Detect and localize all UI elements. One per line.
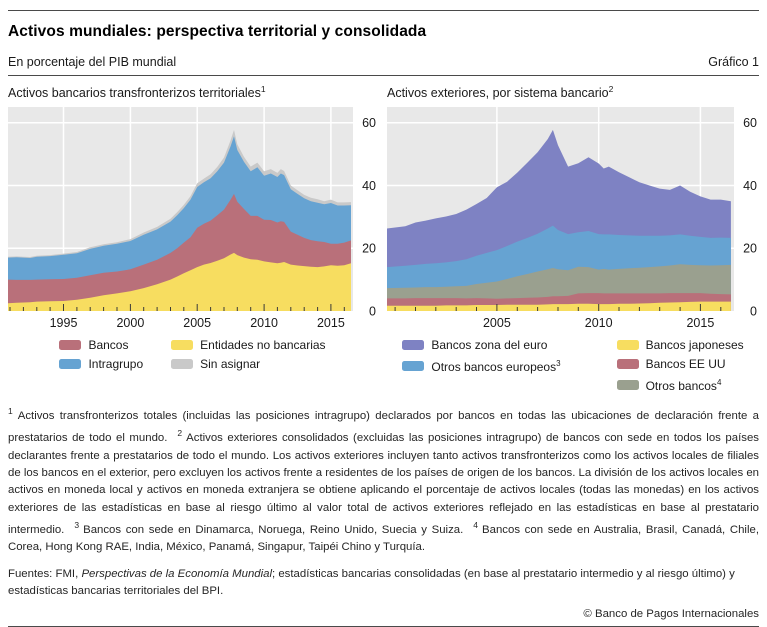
legend-item: Sin asignar xyxy=(171,357,325,371)
legend-item: Entidades no bancarias xyxy=(171,338,326,353)
area-series xyxy=(8,253,351,312)
page-title: Activos mundiales: perspectiva territori… xyxy=(8,23,427,40)
x-tick-label: 1995 xyxy=(50,316,78,330)
y-tick-label: 0 xyxy=(750,305,757,319)
legend-item: Bancos zona del euro xyxy=(402,338,560,352)
header-rule xyxy=(8,75,759,76)
y-tick-label: 20 xyxy=(362,242,376,256)
y-tick-label: 20 xyxy=(743,242,757,256)
report-page: Activos mundiales: perspectiva territori… xyxy=(0,10,767,627)
x-tick-label: 2005 xyxy=(483,316,511,330)
area-series xyxy=(387,301,731,312)
legend-item: Bancos japoneses xyxy=(616,338,744,353)
y-tick-label: 60 xyxy=(362,116,376,130)
legend-swatch xyxy=(171,359,194,370)
page-subtitle: En porcentaje del PIB mundial xyxy=(8,55,177,69)
territorial-legend: Bancos Intragrupo Entidades no bancarias Si… xyxy=(8,338,377,371)
legend-label: Bancos EE UU xyxy=(645,357,726,372)
graph-number: Gráfico 1 xyxy=(708,55,759,69)
y-tick-label: 60 xyxy=(743,116,757,130)
legend-item: Intragrupo xyxy=(59,357,143,371)
legend-swatch xyxy=(616,359,639,370)
legend-label: Entidades no bancarias xyxy=(200,338,326,353)
legend-swatch xyxy=(171,340,194,351)
legend-label: Bancos japoneses xyxy=(645,338,744,353)
legend-label: Otros bancos4 xyxy=(645,378,722,394)
y-tick-label: 40 xyxy=(362,179,376,193)
legend-column: Bancos japoneses Bancos EE UU Otros bancos… xyxy=(616,338,744,394)
x-tick-label: 2010 xyxy=(585,316,613,330)
legend-column: Bancos zona del euro Otros bancos europeo… xyxy=(402,338,561,393)
x-tick-label: 2000 xyxy=(116,316,144,330)
top-rule xyxy=(8,10,759,11)
panel-territorial: Activos bancarios transfronterizos terri… xyxy=(8,84,377,393)
chart-panels: Activos bancarios transfronterizos terri… xyxy=(8,84,759,393)
legend-label: Sin asignar xyxy=(200,357,261,372)
bottom-rule xyxy=(8,625,759,627)
legend-label: Intragrupo xyxy=(88,357,144,372)
x-tick-label: 2015 xyxy=(686,316,714,330)
panel-consolidado: Activos exteriores, por sistema bancario… xyxy=(387,84,759,393)
panel-title-territorial: Activos bancarios transfronterizos terri… xyxy=(8,84,266,101)
legend-swatch xyxy=(616,340,639,351)
legend-item: Bancos EE UU xyxy=(616,357,744,372)
x-tick-label: 2015 xyxy=(317,316,345,330)
sources-line: Fuentes: FMI, Perspectivas de la Economí… xyxy=(8,567,735,598)
panel-title-consolidado: Activos exteriores, por sistema bancario… xyxy=(387,84,614,101)
footnotes: 1 Activos transfronterizos totales (inclu… xyxy=(8,406,759,554)
legend-label: Otros bancos europeos3 xyxy=(431,359,561,375)
consolidado-legend: Bancos zona del euro Otros bancos europeo… xyxy=(387,338,759,393)
legend-item: Otros bancos4 xyxy=(616,376,744,394)
consolidado-stacked-area-chart: 2005 2010 2015 0 20 40 60 xyxy=(387,107,757,330)
legend-swatch xyxy=(616,379,639,390)
copyright-notice: © Banco de Pagos Internacionales xyxy=(583,607,759,620)
legend-item: Otros bancos europeos3 xyxy=(402,357,561,375)
x-tick-label: 2010 xyxy=(250,316,278,330)
legend-swatch xyxy=(59,359,82,370)
legend-swatch xyxy=(59,340,82,351)
territorial-stacked-area-chart: 1995 2000 2005 2010 2015 0 20 40 60 xyxy=(8,107,376,330)
y-tick-label: 40 xyxy=(743,179,757,193)
legend-item: Bancos xyxy=(59,338,143,352)
subtitle-row: En porcentaje del PIB mundial Gráfico 1 xyxy=(8,55,759,69)
legend-label: Bancos zona del euro xyxy=(431,338,548,353)
legend-swatch xyxy=(402,360,425,371)
x-tick-label: 2005 xyxy=(183,316,211,330)
y-tick-label: 0 xyxy=(369,305,376,319)
legend-column: Entidades no bancarias Sin asignar xyxy=(171,338,326,371)
legend-label: Bancos xyxy=(88,338,129,353)
legend-swatch xyxy=(402,340,425,351)
legend-column: Bancos Intragrupo xyxy=(59,338,143,371)
